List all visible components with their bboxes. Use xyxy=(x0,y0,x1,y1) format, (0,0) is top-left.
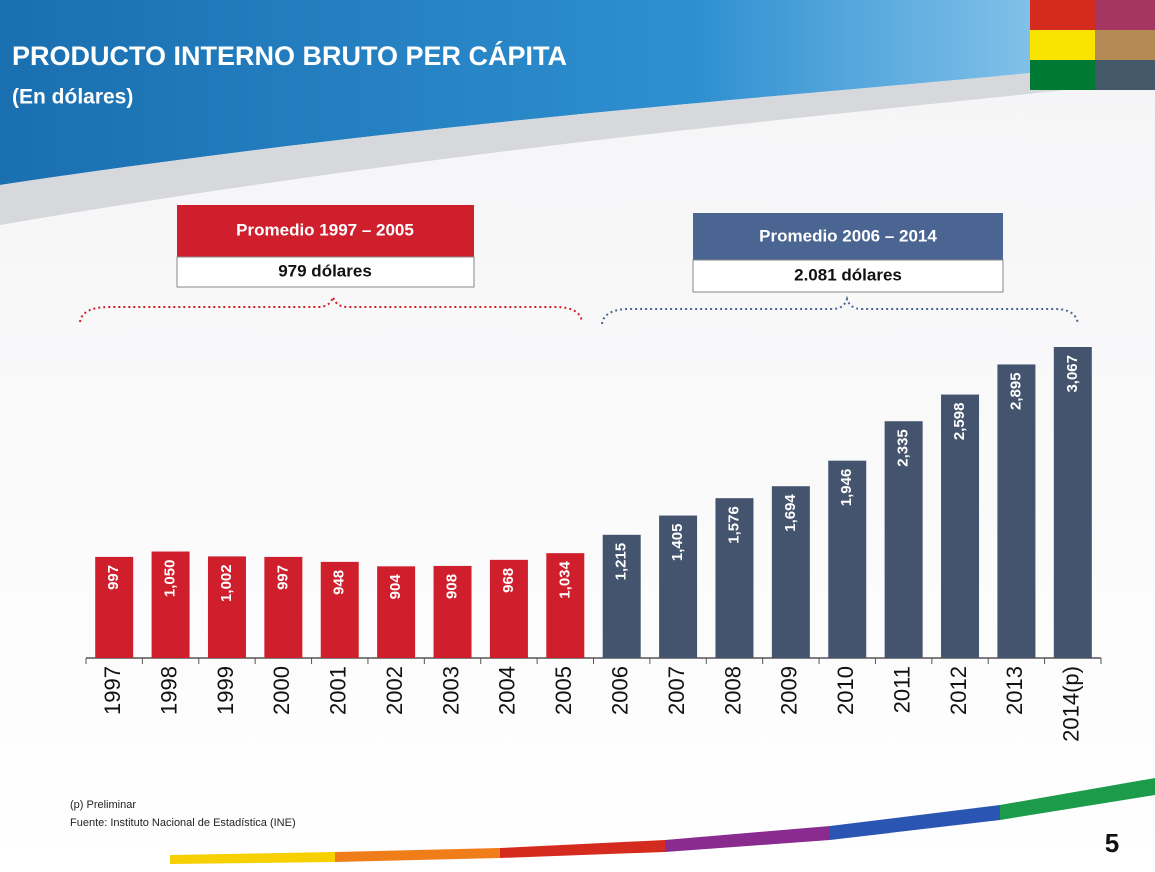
value-label: 1,694 xyxy=(782,494,799,532)
value-label: 2,598 xyxy=(951,403,968,441)
x-tick-label: 2003 xyxy=(438,666,463,715)
value-label: 2,895 xyxy=(1007,372,1024,410)
x-tick-label: 1997 xyxy=(100,666,125,715)
x-tick-label: 2002 xyxy=(382,666,407,715)
annotation-text: 979 dólares xyxy=(278,261,372,280)
x-tick-label: 1999 xyxy=(213,666,238,715)
value-label: 997 xyxy=(105,565,122,590)
value-label: 1,215 xyxy=(613,543,630,581)
x-tick-label: 2013 xyxy=(1002,666,1027,715)
value-label: 1,034 xyxy=(556,561,573,599)
x-tick-label: 2004 xyxy=(495,666,520,715)
annotation-label: Promedio 2006 – 2014 xyxy=(759,226,937,245)
flag xyxy=(1030,0,1155,90)
subtitle: (En dólares) xyxy=(12,86,133,109)
x-tick-label: 2008 xyxy=(720,666,745,715)
x-tick-label: 2005 xyxy=(551,666,576,715)
annotation-text: 2.081 dólares xyxy=(794,265,902,284)
title: PRODUCTO INTERNO BRUTO PER CÁPITA xyxy=(12,40,567,71)
source: Fuente: Instituto Nacional de Estadístic… xyxy=(70,817,296,829)
value-label: 3,067 xyxy=(1064,355,1081,393)
x-tick-label: 2012 xyxy=(946,666,971,715)
bar xyxy=(1054,347,1092,658)
page-number: 5 xyxy=(1105,828,1119,858)
value-label: 908 xyxy=(443,574,460,599)
value-label: 2,335 xyxy=(895,429,912,467)
value-label: 1,405 xyxy=(669,524,686,562)
x-tick-label: 2006 xyxy=(608,666,633,715)
value-label: 1,576 xyxy=(725,506,742,544)
value-label: 1,002 xyxy=(218,564,235,602)
annotation-label: Promedio 1997 – 2005 xyxy=(236,220,414,239)
value-label: 904 xyxy=(387,574,404,600)
x-tick-label: 2010 xyxy=(833,666,858,715)
value-label: 1,050 xyxy=(162,560,179,598)
x-tick-label: 1998 xyxy=(156,666,181,715)
value-label: 968 xyxy=(500,568,517,593)
x-tick-label: 2014(p) xyxy=(1059,666,1084,742)
x-tick-label: 2007 xyxy=(664,666,689,715)
slide: PRODUCTO INTERNO BRUTO PER CÁPITA (En dó… xyxy=(0,0,1155,872)
x-tick-label: 2001 xyxy=(326,666,351,715)
value-label: 1,946 xyxy=(838,469,855,507)
footnote: (p) Preliminar xyxy=(70,799,136,811)
value-label: 948 xyxy=(331,570,348,595)
x-tick-label: 2011 xyxy=(889,666,914,713)
x-tick-label: 2000 xyxy=(269,666,294,715)
value-label: 997 xyxy=(274,565,291,590)
x-tick-label: 2009 xyxy=(777,666,802,715)
